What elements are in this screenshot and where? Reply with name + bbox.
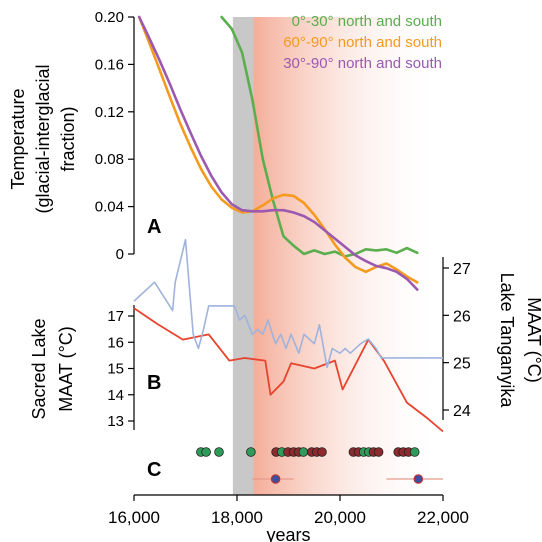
x-tick-label: 22,000 <box>417 508 469 527</box>
panel-label-a: A <box>147 216 161 238</box>
x-tick-label: 18,000 <box>211 508 263 527</box>
panel-a-y-tick-label: 0 <box>116 246 124 263</box>
panel-a-y-axis-title: (glacial-interglacial <box>33 64 53 213</box>
legend-entry: 60°-90° north and south <box>283 34 442 51</box>
series-line-sacred-lake <box>133 307 444 433</box>
panel-b-left-y-tick-label: 14 <box>107 387 124 404</box>
age-error-point <box>413 474 424 484</box>
legend-entry: 30°-90° north and south <box>283 55 442 72</box>
age-point-dot <box>373 447 384 457</box>
panel-b-left-y-tick-label: 17 <box>107 308 124 325</box>
panel-b-left-y-tick-label: 15 <box>107 361 124 378</box>
panel-a-y-tick-label: 0.16 <box>95 56 124 73</box>
panel-b-left-y-axis-title: Sacred Lake <box>29 318 49 419</box>
panel-label-b: B <box>147 372 161 394</box>
panel-a-y-tick-label: 0.20 <box>95 9 124 26</box>
age-point-dot <box>317 447 327 457</box>
panel-b-right-y-axis-title: MAAT (°C) <box>524 297 542 383</box>
age-point-dot <box>409 447 420 457</box>
panel-b-left-y-tick-label: 13 <box>107 413 124 430</box>
x-tick-label: 16,000 <box>108 508 160 527</box>
panel-a-y-tick-label: 0.12 <box>95 104 124 121</box>
panel-b-right-y-tick-label: 25 <box>453 356 471 373</box>
legend-entry: 0°-30° north and south <box>292 13 442 30</box>
glacial-band-grey <box>232 17 254 495</box>
x-axis-title: years <box>266 525 310 542</box>
panel-b-right-y-axis-title: Lake Tanganyika <box>497 273 517 409</box>
age-point-dot <box>246 447 256 457</box>
panel-b-right-y-tick-label: 27 <box>453 261 471 278</box>
age-point-dot <box>214 447 224 457</box>
series-line-lake-tanganyika <box>133 238 443 369</box>
panel-a-y-tick-label: 0.04 <box>95 199 124 216</box>
age-point-dot <box>298 447 309 457</box>
panel-b-right-y-tick-label: 26 <box>453 308 471 325</box>
series-line-30-90 <box>137 15 419 291</box>
age-point-dot <box>201 447 211 457</box>
panel-a-y-tick-label: 0.08 <box>95 151 124 168</box>
series-line-0-30 <box>220 15 419 258</box>
panel-a-y-axis-title: fraction) <box>58 106 78 171</box>
series-line-60-90 <box>137 15 419 284</box>
panel-label-c: C <box>147 459 161 481</box>
panel-a-y-axis-title: Temperature <box>8 88 28 189</box>
age-error-point <box>270 474 281 484</box>
x-tick-label: 20,000 <box>314 508 366 527</box>
panel-b-left-y-tick-label: 16 <box>107 334 124 351</box>
panel-b-right-y-tick-label: 24 <box>453 403 471 420</box>
panel-b-left-y-axis-title: MAAT (°C) <box>56 326 76 412</box>
